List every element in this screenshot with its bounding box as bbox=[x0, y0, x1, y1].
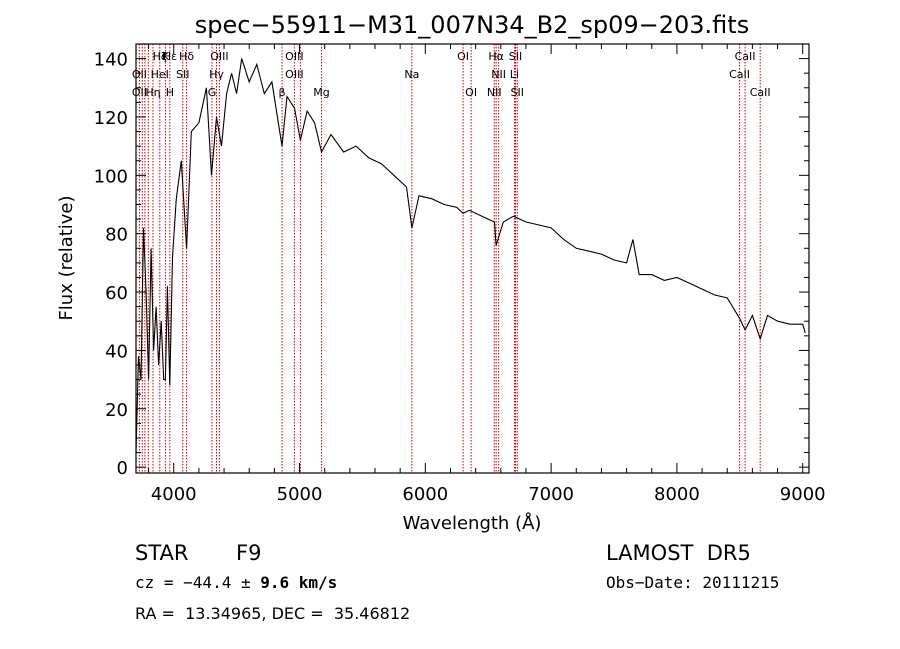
line-label: OIII bbox=[210, 50, 228, 63]
x-tick-label: 4000 bbox=[151, 484, 197, 505]
line-label: Hζ bbox=[153, 50, 167, 63]
line-label: SII bbox=[509, 50, 522, 63]
line-label: Hη bbox=[145, 86, 160, 99]
line-label: Hδ bbox=[179, 50, 194, 63]
line-label: Na bbox=[404, 68, 419, 81]
y-axis-label: Flux (relative) bbox=[56, 195, 77, 320]
x-tick-label: 5000 bbox=[277, 484, 323, 505]
line-label: HeI bbox=[151, 68, 169, 81]
line-label: OIII bbox=[285, 68, 303, 81]
line-label: OIII bbox=[285, 50, 303, 63]
line-label: K bbox=[162, 50, 170, 63]
y-axis-ticks: 0 20 40 60 80 100 120 140 bbox=[94, 50, 809, 479]
x-axis-label: Wavelength (Å) bbox=[403, 512, 542, 534]
y-tick-label: 80 bbox=[105, 225, 128, 246]
line-label: Mg bbox=[313, 86, 329, 99]
ra-dec-coordinates: RA = 13.34965, DEC = 35.46812 bbox=[135, 604, 410, 623]
y-tick-label: 20 bbox=[105, 400, 128, 421]
redshift-line: cz = −44.4 ± 9.6 km/s bbox=[135, 573, 337, 592]
x-tick-label: 7000 bbox=[528, 484, 574, 505]
line-label: OI bbox=[457, 50, 469, 63]
x-axis-ticks: 4000 5000 6000 7000 8000 9000 bbox=[148, 44, 826, 505]
y-tick-label: 60 bbox=[105, 283, 128, 304]
chart-title: spec−55911−M31_007N34_B2_sp09−203.fits bbox=[195, 11, 749, 39]
line-label: CaII bbox=[735, 50, 756, 63]
line-label: SII bbox=[176, 68, 189, 81]
cz-error: 9.6 bbox=[260, 573, 289, 592]
line-label: Li bbox=[510, 68, 519, 81]
line-label: SII bbox=[511, 86, 524, 99]
line-label: CaII bbox=[729, 68, 750, 81]
y-tick-label: 140 bbox=[94, 50, 128, 71]
object-class: STAR bbox=[135, 541, 188, 565]
x-tick-label: 9000 bbox=[780, 484, 826, 505]
line-label: NII bbox=[487, 86, 502, 99]
line-label: CaII bbox=[750, 86, 771, 99]
line-label: β bbox=[279, 86, 286, 99]
y-tick-label: 100 bbox=[94, 166, 128, 187]
y-tick-label: 40 bbox=[105, 341, 128, 362]
spectrum-line bbox=[135, 58, 806, 453]
plot-frame bbox=[135, 43, 810, 474]
line-label: OI bbox=[465, 86, 477, 99]
line-markers bbox=[138, 44, 761, 473]
x-tick-label: 6000 bbox=[402, 484, 448, 505]
line-label: G bbox=[208, 86, 217, 99]
observation-date: Obs−Date: 20111215 bbox=[606, 573, 779, 592]
cz-prefix: cz = −44.4 ± bbox=[135, 573, 260, 592]
line-label: OII bbox=[132, 68, 147, 81]
y-tick-label: 120 bbox=[94, 108, 128, 129]
line-label: H bbox=[166, 86, 174, 99]
object-subclass: F9 bbox=[236, 541, 261, 565]
line-label: NII bbox=[491, 68, 506, 81]
line-label: Hγ bbox=[209, 68, 224, 81]
x-tick-label: 8000 bbox=[654, 484, 700, 505]
survey-name: LAMOST DR5 bbox=[606, 541, 751, 565]
y-tick-label: 0 bbox=[117, 458, 128, 479]
cz-unit: km/s bbox=[289, 573, 337, 592]
line-label: Hα bbox=[488, 50, 504, 63]
